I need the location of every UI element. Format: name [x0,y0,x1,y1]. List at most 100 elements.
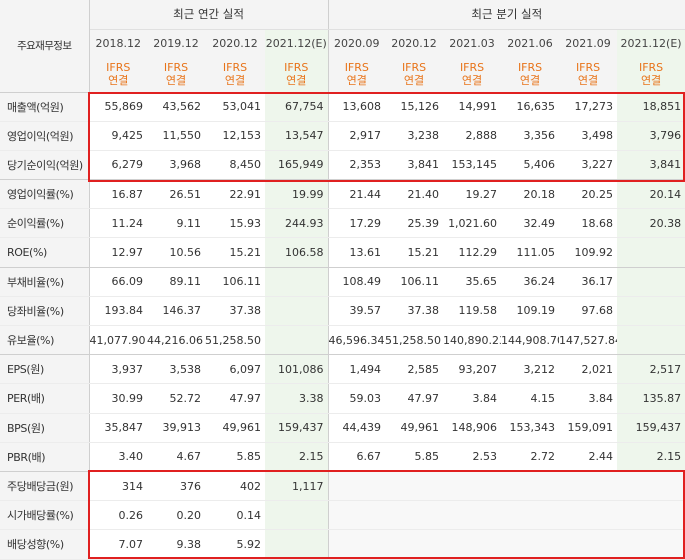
cell-quarter: 6.67 [328,442,386,472]
cell-quarter: 13.61 [328,237,386,268]
cell-annual: 165,949 [265,150,329,181]
basis-annual-0: IFRS 연결 [89,57,147,93]
cell-quarter [559,471,618,502]
cell-annual: 15.21 [205,237,265,268]
row-label: PER(배) [0,383,90,414]
cell-quarter: 59.03 [328,383,386,414]
cell-quarter: 2.72 [501,442,560,472]
cell-quarter [617,471,685,502]
cell-annual: 4.67 [147,442,205,472]
cell-annual: 66.09 [89,267,147,297]
row-label: 매출액(억원) [0,92,90,122]
cell-quarter: 2,353 [328,150,386,181]
cell-quarter: 112.29 [443,237,502,268]
table-row: 주당배당금(원) 314 376 402 1,117 [0,471,685,502]
period-header-row: 2018.12 2019.12 2020.12 2021.12(E) 2020.09 20… [0,29,685,57]
cell-annual: 15.93 [205,208,265,239]
cell-annual: 3.40 [89,442,147,472]
cell-quarter [617,500,685,531]
cell-annual: 146.37 [147,296,205,327]
basis-quarter-1: IFRS 연결 [385,57,444,93]
basis-quarter-2: IFRS 연결 [443,57,502,93]
cell-quarter: 36.24 [501,267,560,297]
basis-line1: IFRS [284,61,309,75]
period-quarter-5: 2021.12(E) [617,29,685,57]
cell-quarter [559,529,618,560]
cell-quarter: 46,596.34 [328,325,386,356]
table-row: 당기순이익(억원) 6,279 3,968 8,450 165,949 2,353 3,84… [0,150,685,181]
cell-quarter: 18.68 [559,208,618,239]
cell-annual: 41,077.90 [89,325,147,356]
basis-line2: 연결 [403,74,425,88]
cell-annual: 1,117 [265,471,329,502]
cell-quarter [501,471,560,502]
cell-annual: 3,968 [147,150,205,181]
cell-annual: 0.26 [89,500,147,531]
basis-line2: 연결 [461,74,483,88]
basis-line2: 연결 [224,74,246,88]
table-row: 시가배당률(%) 0.26 0.20 0.14 [0,500,685,531]
cell-quarter [617,267,685,297]
cell-quarter: 3,841 [617,150,685,181]
cell-annual: 314 [89,471,147,502]
cell-quarter: 49,961 [385,413,444,443]
row-label: 시가배당률(%) [0,500,90,531]
table-row: 매출액(억원) 55,869 43,562 53,041 67,754 13,608 15,… [0,92,685,122]
table-body: 매출액(억원) 55,869 43,562 53,041 67,754 13,608 15,… [0,92,685,560]
cell-annual: 7.07 [89,529,147,560]
cell-annual: 43,562 [147,92,205,122]
cell-quarter: 36.17 [559,267,618,297]
cell-annual: 5.85 [205,442,265,472]
period-annual-1: 2019.12 [147,29,205,57]
cell-annual: 106.11 [205,267,265,297]
cell-quarter: 17.29 [328,208,386,239]
row-label: 영업이익(억원) [0,121,90,151]
cell-quarter: 135.87 [617,383,685,414]
cell-quarter: 2.44 [559,442,618,472]
basis-quarter-4: IFRS 연결 [559,57,618,93]
cell-quarter [617,529,685,560]
cell-annual: 6,279 [89,150,147,181]
table-row: EPS(원) 3,937 3,538 6,097 101,086 1,494 2,585 93… [0,354,685,385]
row-label: EPS(원) [0,354,90,385]
cell-quarter [328,500,386,531]
period-quarter-3: 2021.06 [501,29,560,57]
basis-line2: 연결 [640,74,662,88]
basis-annual-2: IFRS 연결 [205,57,265,93]
table-row: 당좌비율(%) 193.84 146.37 37.38 39.57 37.38 119.58… [0,296,685,327]
cell-annual: 39,913 [147,413,205,443]
cell-quarter: 37.38 [385,296,444,327]
table-row: ROE(%) 12.97 10.56 15.21 106.58 13.61 15.21 112… [0,237,685,268]
cell-quarter: 147,527.84 [559,325,618,356]
cell-quarter [328,529,386,560]
cell-quarter: 21.44 [328,179,386,210]
cell-quarter: 2,585 [385,354,444,385]
cell-annual: 9.38 [147,529,205,560]
row-label: BPS(원) [0,413,90,443]
cell-annual: 0.14 [205,500,265,531]
cell-quarter: 153,145 [443,150,502,181]
row-label-header: 주요재무정보 [0,0,90,93]
cell-quarter: 44,439 [328,413,386,443]
basis-quarter-0: IFRS 연결 [328,57,386,93]
row-label: 유보율(%) [0,325,90,356]
cell-annual: 3.38 [265,383,329,414]
basis-line2: 연결 [108,74,129,88]
basis-line2: 연결 [519,74,541,88]
cell-quarter [385,471,444,502]
cell-quarter: 4.15 [501,383,560,414]
cell-annual: 53,041 [205,92,265,122]
cell-quarter [443,471,502,502]
cell-annual: 8,450 [205,150,265,181]
cell-quarter: 3,356 [501,121,560,151]
cell-quarter: 21.40 [385,179,444,210]
table-row: 부채비율(%) 66.09 89.11 106.11 108.49 106.11 35.65… [0,267,685,297]
basis-line1: IFRS [222,61,248,75]
cell-quarter: 111.05 [501,237,560,268]
cell-annual: 376 [147,471,205,502]
cell-annual: 193.84 [89,296,147,327]
cell-annual: 402 [205,471,265,502]
cell-annual: 12,153 [205,121,265,151]
table-row: 영업이익(억원) 9,425 11,550 12,153 13,547 2,917 3,23… [0,121,685,151]
